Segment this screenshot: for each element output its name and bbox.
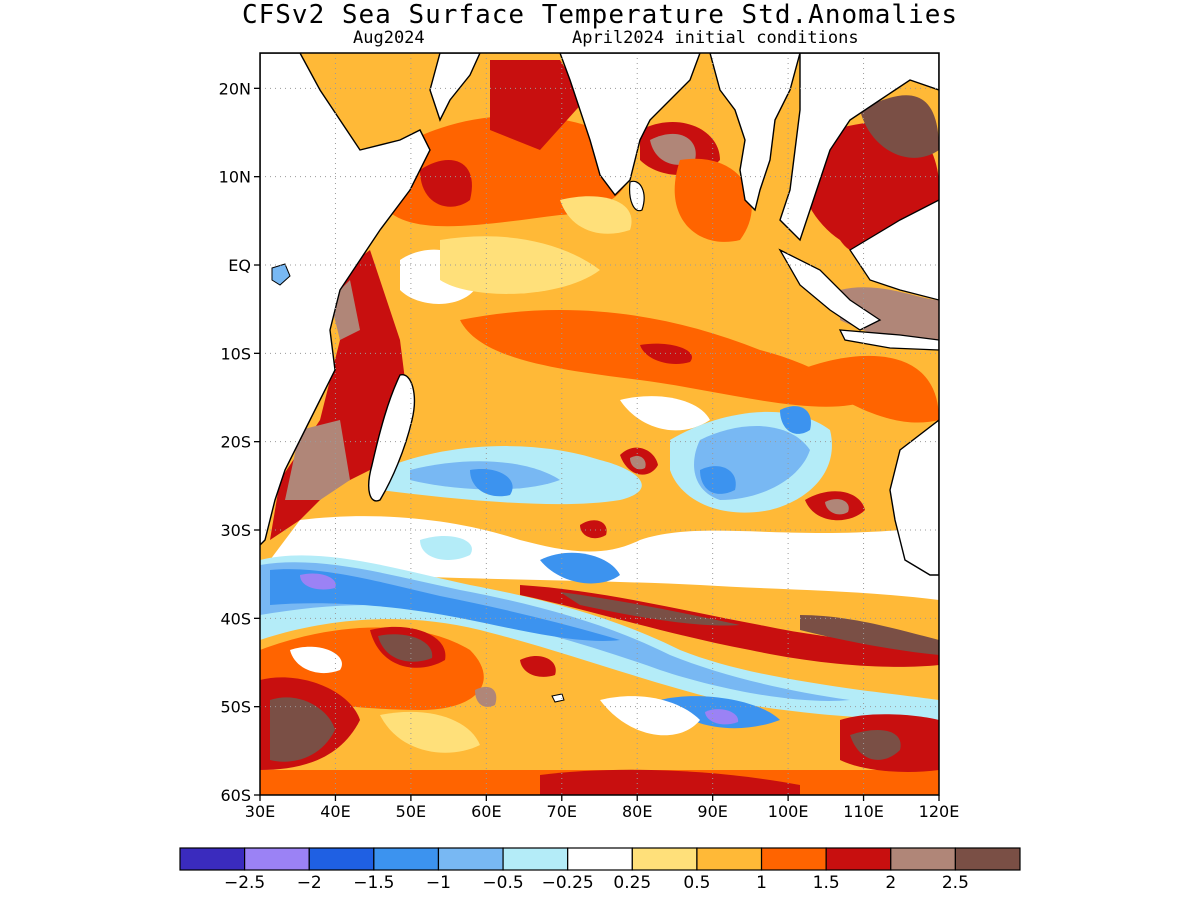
chart-title: CFSv2 Sea Surface Temperature Std.Anomal… xyxy=(241,0,959,30)
lat-tick-label: 20S xyxy=(220,433,251,452)
map-frame xyxy=(259,52,940,796)
lon-tick-label: 90E xyxy=(697,802,727,821)
colorbar-swatch xyxy=(954,847,1021,871)
lat-tick-label: 60S xyxy=(220,786,251,805)
init-conditions: April2024 initial conditions xyxy=(572,28,859,48)
colorbar-label: −0.25 xyxy=(542,873,594,893)
colorbar-label: −0.5 xyxy=(482,873,523,893)
colorbar-swatch xyxy=(502,847,569,871)
lat-tick-label: 50S xyxy=(220,698,251,717)
lon-tick-label: 120E xyxy=(919,802,960,821)
colorbar-label: −1 xyxy=(426,873,451,893)
colorbar-label: 2 xyxy=(885,873,896,893)
land-masses xyxy=(260,53,939,703)
colorbar-label: 0.25 xyxy=(613,873,651,893)
lon-tick-label: 110E xyxy=(843,802,884,821)
colorbar-swatch xyxy=(760,847,827,871)
lat-tick-label: 10N xyxy=(219,168,251,187)
colorbar: −2.5 −2 −1.5 −1 −0.5 −0.25 0.25 0.5 1 1.5 2 2.5 xyxy=(179,847,1021,893)
colorbar-label: 0.5 xyxy=(683,873,710,893)
lat-tick-label: 10S xyxy=(220,344,251,363)
colorbar-label: 2.5 xyxy=(942,873,969,893)
longitude-axis: 30E 40E 50E 60E 70E 80E 90E 100E 110E 120E xyxy=(245,795,960,821)
colorbar-label: −2.5 xyxy=(224,873,265,893)
colorbar-swatch xyxy=(696,847,763,871)
lon-tick-label: 70E xyxy=(547,802,577,821)
colorbar-label: 1 xyxy=(756,873,767,893)
colorbar-swatch xyxy=(437,847,504,871)
colorbar-label: −1.5 xyxy=(353,873,394,893)
lat-tick-label: EQ xyxy=(228,256,251,275)
lon-tick-label: 60E xyxy=(471,802,501,821)
colorbar-swatch xyxy=(373,847,440,871)
lat-tick-label: 20N xyxy=(219,79,251,98)
colorbar-label: −2 xyxy=(297,873,322,893)
colorbar-swatch xyxy=(631,847,698,871)
lon-tick-label: 100E xyxy=(768,802,809,821)
grid-lines xyxy=(260,53,939,795)
latitude-axis: 20N 10N EQ 10S 20S 30S 40S 50S 60S xyxy=(219,79,260,805)
colorbar-swatch xyxy=(567,847,633,871)
colorbar-swatch xyxy=(308,847,375,871)
lon-tick-label: 80E xyxy=(622,802,652,821)
lon-tick-label: 40E xyxy=(320,802,350,821)
valid-month: Aug2024 xyxy=(353,28,425,48)
lon-tick-label: 30E xyxy=(245,802,275,821)
colorbar-swatch xyxy=(244,847,310,871)
colorbar-swatch xyxy=(825,847,892,871)
lat-tick-label: 40S xyxy=(220,609,251,628)
colorbar-label: 1.5 xyxy=(813,873,840,893)
colorbar-swatch xyxy=(890,847,956,871)
colorbar-swatch xyxy=(179,847,246,871)
lat-tick-label: 30S xyxy=(220,521,251,540)
lon-tick-label: 50E xyxy=(396,802,426,821)
